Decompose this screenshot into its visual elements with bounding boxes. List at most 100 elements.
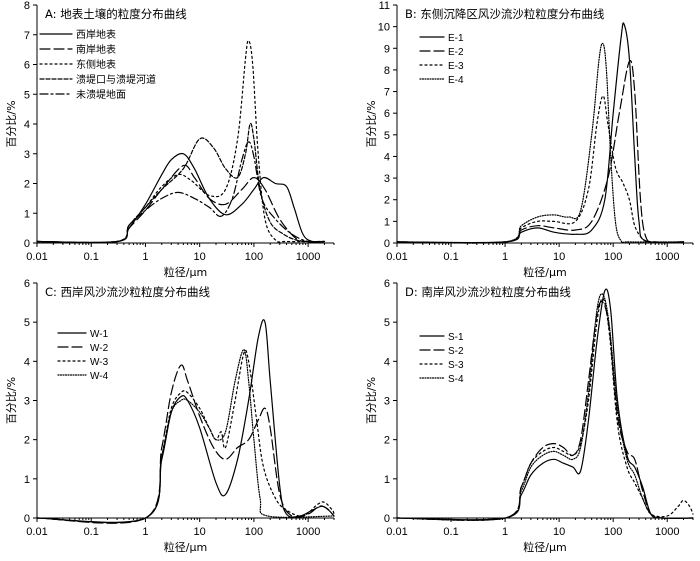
x-tick-label: 10 (553, 526, 565, 538)
x-tick-label: 1 (142, 251, 148, 263)
y-tick-label: 7 (24, 30, 30, 42)
series-line-2 (36, 164, 326, 244)
x-axis-title: 粒径/μm (523, 265, 566, 279)
series-line-3 (396, 297, 694, 521)
series-line-3 (36, 349, 335, 524)
series-line-1 (36, 319, 335, 523)
x-tick-label: 1 (142, 526, 148, 538)
series-line-1 (396, 22, 685, 244)
y-tick-label: 6 (384, 278, 390, 290)
x-tick-label: 10 (194, 251, 206, 263)
x-tick-label: 100 (604, 251, 622, 263)
legend-label: S-2 (448, 346, 464, 357)
legend-label: E-4 (448, 75, 464, 86)
y-tick-label: 4 (24, 119, 30, 131)
series-line-5 (36, 141, 326, 244)
y-tick-label: 2 (384, 195, 390, 207)
x-tick-label: 100 (604, 526, 622, 538)
chart-panel-c: 0.01 0.1 1 10 100 1000 0 1 2 3 4 5 6 粒径/μm 百分比/% C: 西岸风… (5, 278, 335, 554)
series-line-1 (36, 152, 326, 244)
x-tick-label: 1 (502, 251, 508, 263)
y-tick-label: 8 (384, 65, 390, 77)
legend-label: S-1 (448, 332, 464, 343)
series-line-1 (396, 288, 694, 521)
series-line-2 (396, 300, 694, 521)
x-tick-label: 0.01 (386, 526, 407, 538)
series-line-4 (396, 293, 694, 521)
legend-label: W-1 (90, 329, 109, 340)
y-tick-label: 4 (24, 356, 30, 368)
x-tick-label: 0.1 (443, 251, 458, 263)
x-tick-label: 0.1 (443, 526, 458, 538)
y-tick-label: 9 (384, 43, 390, 55)
x-tick-label: 1 (502, 526, 508, 538)
chart-panel-d: 0.01 0.1 1 10 100 1000 0 1 2 3 4 5 6 粒径/μm 百分比/% D: 南岸风… (365, 278, 694, 554)
y-tick-label: 0 (24, 513, 30, 525)
panel-title: A: 地表土壤的粒度分布曲线 (45, 7, 187, 21)
y-tick-label: 1 (24, 474, 30, 486)
legend-label: E-3 (448, 61, 464, 72)
y-tick-label: 3 (384, 396, 390, 408)
legend-label: S-4 (448, 374, 464, 385)
y-tick-label: 1 (384, 474, 390, 486)
y-tick-label: 6 (24, 278, 30, 290)
y-tick-label: 0 (384, 238, 390, 250)
y-tick-label: 2 (384, 435, 390, 447)
x-tick-label: 1000 (655, 526, 679, 538)
y-tick-label: 3 (24, 396, 30, 408)
y-tick-label: 10 (378, 22, 390, 34)
legend-label: E-2 (448, 47, 464, 58)
y-tick-label: 3 (24, 149, 30, 161)
y-tick-label: 5 (24, 89, 30, 101)
x-tick-label: 100 (245, 526, 263, 538)
y-tick-label: 1 (384, 216, 390, 228)
legend-label: W-2 (90, 343, 109, 354)
x-tick-label: 0.01 (26, 251, 47, 263)
x-tick-label: 0.1 (84, 251, 99, 263)
chart-panel-a: 0.01 0.1 1 10 100 1000 0 1 2 3 4 5 6 7 8 粒径/μm 百分比/% A: 地… (5, 0, 335, 279)
x-tick-label: 0.01 (26, 526, 47, 538)
x-tick-label: 1000 (655, 251, 679, 263)
y-tick-label: 8 (24, 0, 30, 12)
x-tick-label: 0.1 (84, 526, 99, 538)
y-tick-label: 11 (379, 0, 390, 12)
y-tick-label: 3 (384, 173, 390, 185)
series-line-4 (396, 42, 685, 244)
y-tick-label: 4 (384, 356, 390, 368)
y-tick-label: 2 (24, 435, 30, 447)
x-axis-title: 粒径/μm (164, 540, 207, 554)
y-tick-label: 1 (24, 208, 30, 220)
legend-label: W-4 (90, 371, 109, 382)
x-axis-title: 粒径/μm (523, 540, 566, 554)
y-tick-label: 2 (24, 179, 30, 191)
y-axis-title: 百分比/% (5, 100, 18, 147)
legend-label: W-3 (90, 357, 109, 368)
legend-label: 西岸地表 (76, 28, 116, 41)
x-tick-label: 1000 (296, 251, 320, 263)
legend-label: E-1 (448, 33, 464, 44)
y-tick-label: 0 (24, 238, 30, 250)
y-tick-label: 5 (24, 317, 30, 329)
legend-label: 溃堤口与溃堤河道 (76, 73, 156, 86)
y-axis-title: 百分比/% (365, 100, 378, 147)
series-line-4 (36, 349, 335, 524)
panel-title: B: 东侧沉降区风沙流沙粒粒度分布曲线 (405, 7, 605, 21)
y-tick-label: 6 (24, 60, 30, 72)
y-tick-label: 6 (384, 108, 390, 120)
y-tick-label: 5 (384, 130, 390, 142)
legend-label: S-3 (448, 360, 464, 371)
y-tick-label: 4 (384, 151, 390, 163)
panel-title: C: 西岸风沙流沙粒粒度分布曲线 (45, 285, 211, 299)
legend-label: 未溃堤地面 (76, 88, 126, 101)
x-tick-label: 10 (553, 251, 565, 263)
x-axis-title: 粒径/μm (164, 265, 207, 279)
x-tick-label: 0.01 (386, 251, 407, 263)
x-tick-label: 100 (245, 251, 263, 263)
series-line-3 (396, 95, 685, 244)
legend-label: 东侧地表 (76, 58, 116, 71)
series-line-2 (396, 59, 685, 244)
x-tick-label: 10 (194, 526, 206, 538)
series-line-2 (36, 364, 335, 524)
y-axis-title: 百分比/% (365, 377, 378, 424)
panel-title: D: 南岸风沙流沙粒粒度分布曲线 (405, 285, 571, 299)
